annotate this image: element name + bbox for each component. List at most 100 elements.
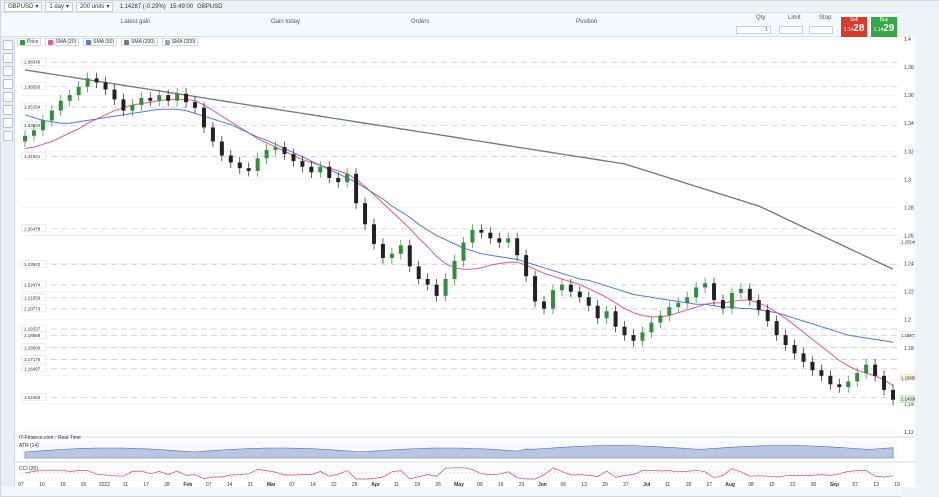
level-label-box <box>21 355 47 363</box>
x-tick-label: 19 <box>415 482 421 487</box>
candle-body <box>58 100 63 111</box>
x-tick-label: 14 <box>227 482 233 487</box>
trade-info-bar: Latest gain Gain today Orders Position Q… <box>1 13 939 37</box>
level-label-box <box>21 393 47 401</box>
buy-button[interactable]: Buy 1.1429 <box>871 17 897 37</box>
x-tick-label: 27 <box>707 482 713 487</box>
legend-swatch <box>164 39 170 45</box>
y-tick-label: 1.36 <box>904 93 914 99</box>
candle-body <box>398 245 403 254</box>
candle-body <box>112 89 117 100</box>
legend-sma200b[interactable]: SMA (200) <box>161 38 199 46</box>
level-label: 1.35154 <box>24 105 41 110</box>
price-badge-label: 1.25546 <box>901 239 915 244</box>
candle-body <box>604 311 609 319</box>
candle-body <box>783 335 788 345</box>
candle-body <box>336 177 341 183</box>
trendline-icon[interactable] <box>3 53 13 63</box>
level-label: 1.31621 <box>24 154 41 159</box>
shape-icon[interactable] <box>3 105 13 115</box>
candle-body <box>497 238 502 243</box>
sell-button[interactable]: Sell 1.1428 <box>841 17 867 37</box>
candle-body <box>103 82 108 90</box>
candle-body <box>837 384 842 388</box>
y-tick-label: 1.26 <box>904 234 914 240</box>
level-label: 1.26478 <box>24 226 41 231</box>
candle-body <box>291 154 296 162</box>
candle-body <box>533 276 538 302</box>
candle-body <box>309 166 314 173</box>
series-line-sma50 <box>24 108 894 343</box>
candle-body <box>577 291 582 298</box>
legend-price[interactable]: Price <box>17 38 42 46</box>
candle-body <box>425 279 430 285</box>
x-tick-label: Jun <box>538 482 547 487</box>
level-label: 1.18888 <box>24 333 41 338</box>
candle-body <box>40 120 45 131</box>
candle-body <box>658 315 663 323</box>
candle-body <box>515 238 520 256</box>
x-tick-label: 20 <box>602 482 608 487</box>
chart-background <box>15 37 915 487</box>
qty-input[interactable]: 1 <box>736 26 771 34</box>
x-tick-label: Sep <box>830 482 839 487</box>
level-label: 1.23922 <box>24 262 41 267</box>
legend-swatch <box>20 39 25 45</box>
candle-body <box>479 229 484 233</box>
legend-sma200[interactable]: SMA (200) <box>121 38 158 46</box>
timeframe-select[interactable]: 1 day ▾ <box>45 1 74 12</box>
atr-label: ATR (14) <box>19 443 39 449</box>
chart-legend: Price SMA (20) SMA (50) SMA (200) SMA (2… <box>17 38 199 46</box>
x-tick-label: 22 <box>331 482 337 487</box>
top-toolbar: GBPUSD ▾ 1 day ▾ 200 units ▾ 1.14287 (-0.29… <box>1 1 939 13</box>
candle-body <box>31 130 36 136</box>
legend-sma50[interactable]: SMA (50) <box>83 38 118 46</box>
candle-body <box>94 78 99 83</box>
candle-body <box>210 127 215 142</box>
candle-body <box>237 162 242 169</box>
y-tick-label: 1.38 <box>904 65 914 71</box>
horizontal-line-icon[interactable] <box>3 66 13 76</box>
x-tick-label: 22 <box>790 482 796 487</box>
price-badge <box>899 331 915 339</box>
legend-sma20[interactable]: SMA (20) <box>45 38 80 46</box>
symbol-select[interactable]: GBPUSD ▾ <box>4 1 43 12</box>
level-label: 1.22474 <box>24 282 41 287</box>
level-label: 1.20773 <box>24 306 41 311</box>
text-icon[interactable] <box>3 92 13 102</box>
crosshair-icon[interactable] <box>3 40 13 50</box>
x-tick-label: Apr <box>371 482 380 487</box>
series-line-sma200 <box>24 69 894 270</box>
candle-body <box>712 283 717 301</box>
candle-body <box>300 161 305 167</box>
candle-body <box>407 245 412 267</box>
x-tick-label: 07 <box>853 482 859 487</box>
legend-swatch <box>48 39 54 45</box>
cci-panel <box>21 465 897 481</box>
level-label-box <box>21 304 47 313</box>
limit-input[interactable] <box>779 26 803 34</box>
zoom-icon[interactable] <box>3 118 13 128</box>
y-tick-label: 1.28 <box>904 205 914 211</box>
qty-label: Qty <box>756 15 766 21</box>
candle-body <box>363 203 368 225</box>
candle-body <box>756 300 761 310</box>
level-label-box <box>21 102 47 111</box>
units-select[interactable]: 200 units ▾ <box>76 1 114 12</box>
level-label: 1.33834 <box>24 123 41 128</box>
price-change: 1.14287 (-0.29%) <box>119 3 166 10</box>
fibonacci-icon[interactable] <box>3 79 13 89</box>
price-badge-label: 1.14336 <box>901 397 915 402</box>
x-tick-label: 28 <box>352 482 358 487</box>
level-label-box <box>21 280 47 289</box>
x-tick-label: 06 <box>561 482 567 487</box>
x-tick-label: 07 <box>289 482 295 487</box>
candle-body <box>729 293 734 309</box>
x-tick-label: 07 <box>206 482 212 487</box>
price-chart[interactable]: 1.4 1.38 1.36 1.34 1.32 1.3 1.28 1.26 1.24 1.22 1.… <box>15 37 915 487</box>
stop-input[interactable] <box>809 26 833 34</box>
candle-body <box>121 99 126 111</box>
chevron-down-icon: ▾ <box>66 4 70 10</box>
x-tick-label: 28 <box>164 482 170 487</box>
delete-icon[interactable] <box>3 131 13 141</box>
